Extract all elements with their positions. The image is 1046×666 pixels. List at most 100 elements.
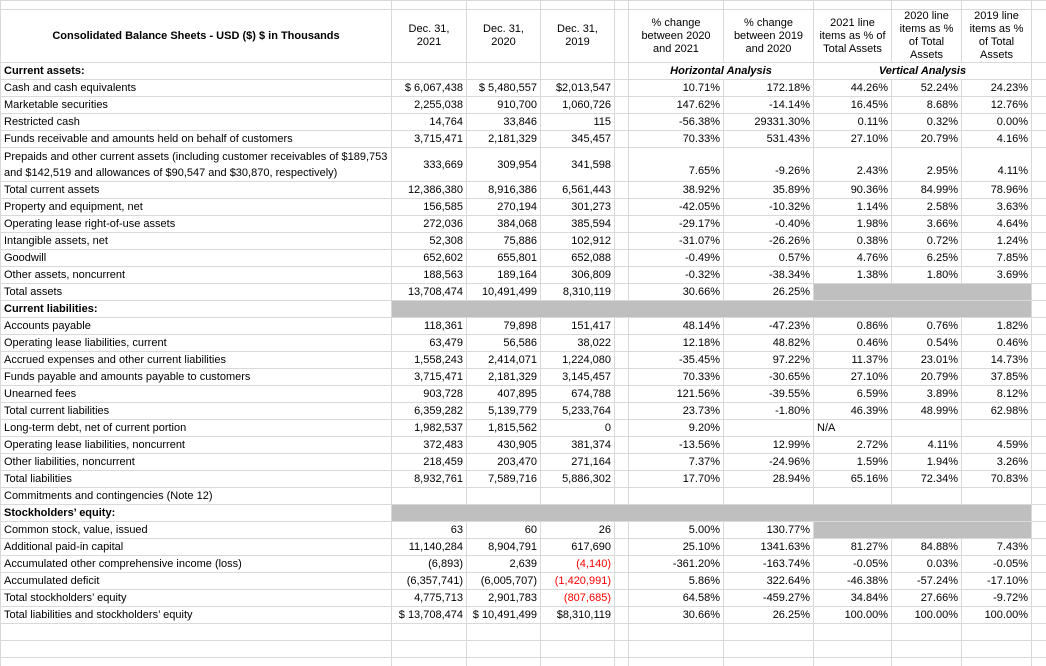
spacer-cell[interactable] [615, 641, 629, 658]
cell-2020[interactable] [467, 624, 541, 641]
row-label[interactable]: Commitments and contingencies (Note 12) [1, 488, 392, 505]
cell-2021[interactable]: (6,357,741) [392, 573, 467, 590]
cell-va-2021[interactable]: 34.84% [814, 590, 892, 607]
cell-va-2021[interactable]: 0.86% [814, 318, 892, 335]
cell-va-2021[interactable]: 4.76% [814, 250, 892, 267]
spacer-cell[interactable] [615, 573, 629, 590]
cell-2019[interactable]: 381,374 [541, 437, 615, 454]
spacer-cell[interactable] [1032, 284, 1046, 301]
cell-va-2019[interactable]: 7.85% [962, 250, 1032, 267]
cell-va-2019[interactable]: -17.10% [962, 573, 1032, 590]
row-label[interactable]: Funds receivable and amounts held on beh… [1, 131, 392, 148]
row-label[interactable]: Other assets, noncurrent [1, 267, 392, 284]
cell-2019[interactable]: 345,457 [541, 131, 615, 148]
table-title[interactable]: Consolidated Balance Sheets - USD ($) $ … [1, 10, 392, 63]
cell-va-2019[interactable]: -0.05% [962, 556, 1032, 573]
cell-pct-2019-2020[interactable]: -163.74% [724, 556, 814, 573]
cell-pct-2020-2021[interactable]: -0.32% [629, 267, 724, 284]
cell-va-2020[interactable]: 0.76% [892, 318, 962, 335]
spacer-cell[interactable] [1032, 573, 1046, 590]
cell-pct-2020-2021[interactable] [629, 488, 724, 505]
cell-va-2020[interactable]: 2.95% [892, 148, 962, 182]
spacer-cell[interactable] [1032, 80, 1046, 97]
cell-va-2021[interactable]: 2.43% [814, 148, 892, 182]
spacer-cell[interactable] [615, 199, 629, 216]
cell-2020[interactable]: 10,491,499 [467, 284, 541, 301]
spacer-cell[interactable] [615, 182, 629, 199]
row-label[interactable]: Total current liabilities [1, 403, 392, 420]
spacer-cell[interactable] [1032, 522, 1046, 539]
cell-2020[interactable]: 2,181,329 [467, 131, 541, 148]
row-label[interactable]: Other liabilities, noncurrent [1, 454, 392, 471]
spacer-cell[interactable] [1032, 386, 1046, 403]
row-label[interactable]: Accrued expenses and other current liabi… [1, 352, 392, 369]
cell-2021[interactable]: 333,669 [392, 148, 467, 182]
cell-2020[interactable]: 189,164 [467, 267, 541, 284]
row-label[interactable]: Total liabilities [1, 471, 392, 488]
cell-va-2019[interactable]: 0.00% [962, 114, 1032, 131]
cell-va-2020[interactable] [892, 420, 962, 437]
cell-2020[interactable]: 1,815,562 [467, 420, 541, 437]
spacer-cell[interactable] [615, 148, 629, 182]
cell-va-2019[interactable]: 100.00% [962, 607, 1032, 624]
cell-va-2020[interactable]: 27.66% [892, 590, 962, 607]
cell-va-2020[interactable]: 8.68% [892, 97, 962, 114]
row-label[interactable]: Cash and cash equivalents [1, 80, 392, 97]
cell-2019[interactable]: 102,912 [541, 233, 615, 250]
row-label[interactable]: Funds payable and amounts payable to cus… [1, 369, 392, 386]
spacer-cell[interactable] [1032, 250, 1046, 267]
spacer-cell[interactable] [1032, 216, 1046, 233]
cell-2020[interactable]: 60 [467, 522, 541, 539]
cell-2020[interactable]: 7,589,716 [467, 471, 541, 488]
spacer-cell[interactable] [615, 488, 629, 505]
spacer-cell[interactable] [615, 624, 629, 641]
row-label[interactable]: Unearned fees [1, 386, 392, 403]
cell-pct-2019-2020[interactable]: -9.26% [724, 148, 814, 182]
cell-2021[interactable]: 14,764 [392, 114, 467, 131]
cell-va-2021[interactable]: 1.14% [814, 199, 892, 216]
spacer-cell[interactable] [1032, 488, 1046, 505]
spacer-cell[interactable] [615, 590, 629, 607]
cell-va-2020[interactable]: 3.89% [892, 386, 962, 403]
cell-2021[interactable]: 1,558,243 [392, 352, 467, 369]
cell-2019[interactable]: (807,685) [541, 590, 615, 607]
cell-va-2019[interactable]: 3.63% [962, 199, 1032, 216]
cell-pct-2019-2020[interactable] [724, 641, 814, 658]
cell-2020[interactable]: 430,905 [467, 437, 541, 454]
cell-2020[interactable]: $ 5,480,557 [467, 80, 541, 97]
cell-va-2020[interactable]: 84.88% [892, 539, 962, 556]
cell-va-2019[interactable]: 78.96% [962, 182, 1032, 199]
row-label[interactable]: Accumulated deficit [1, 573, 392, 590]
cell-2019[interactable]: 674,788 [541, 386, 615, 403]
cell-pct-2019-2020[interactable]: -39.55% [724, 386, 814, 403]
cell-pct-2020-2021[interactable]: 30.66% [629, 607, 724, 624]
cell-pct-2019-2020[interactable]: -47.23% [724, 318, 814, 335]
cell-va-2021[interactable]: 0.11% [814, 114, 892, 131]
cell-va-2020[interactable] [892, 488, 962, 505]
cell-pct-2020-2021[interactable]: -0.49% [629, 250, 724, 267]
cell-va-2020[interactable]: 23.01% [892, 352, 962, 369]
spacer-cell[interactable] [615, 471, 629, 488]
col-header-pct-change-2020-2021[interactable]: % change between 2020 and 2021 [629, 10, 724, 63]
cell-pct-2020-2021[interactable] [629, 624, 724, 641]
cell-2020[interactable]: $ 10,491,499 [467, 607, 541, 624]
vertical-analysis-label[interactable]: Vertical Analysis [814, 63, 1032, 80]
cell-va-2021[interactable]: 44.26% [814, 80, 892, 97]
cell-2019[interactable]: 3,145,457 [541, 369, 615, 386]
cell-2020[interactable] [467, 641, 541, 658]
cell-va-2021[interactable]: N/A [814, 420, 892, 437]
cell-va-2019[interactable]: 70.83% [962, 471, 1032, 488]
spacer-cell[interactable] [1032, 352, 1046, 369]
cell-pct-2019-2020[interactable]: -24.96% [724, 454, 814, 471]
grey-band[interactable] [392, 505, 1032, 522]
cell-pct-2020-2021[interactable]: 17.70% [629, 471, 724, 488]
cell-pct-2019-2020[interactable]: -1.80% [724, 403, 814, 420]
cell-va-2021[interactable]: 11.37% [814, 352, 892, 369]
cell-pct-2019-2020[interactable]: 172.18% [724, 80, 814, 97]
spacer-cell[interactable] [1032, 148, 1046, 182]
cell-va-2019[interactable]: 3.69% [962, 267, 1032, 284]
cell-2020[interactable]: 384,068 [467, 216, 541, 233]
spacer-cell[interactable] [1032, 369, 1046, 386]
col-header-pct-change-2019-2020[interactable]: % change between 2019 and 2020 [724, 10, 814, 63]
cell-va-2021[interactable] [814, 488, 892, 505]
